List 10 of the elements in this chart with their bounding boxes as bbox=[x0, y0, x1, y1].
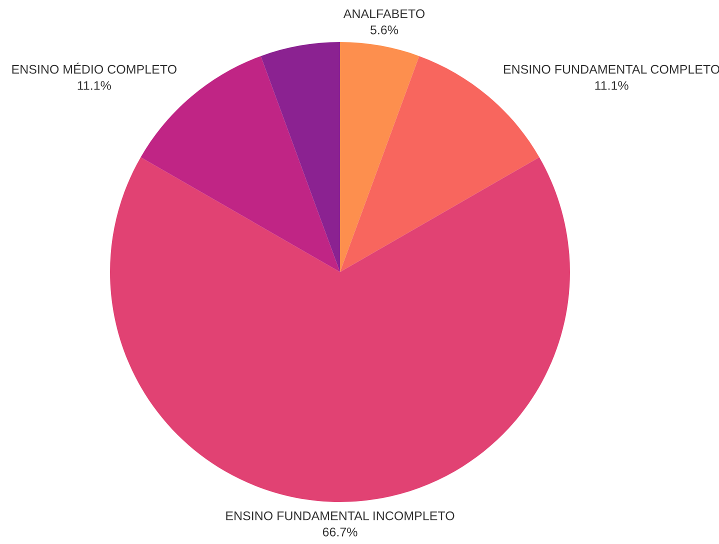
slice-label: ANALFABETO bbox=[343, 9, 425, 18]
pie-slice bbox=[260, 42, 340, 272]
data-label: 66.7% bbox=[322, 528, 358, 536]
data-label: 11.1% bbox=[595, 81, 628, 90]
data-label: 5.6% bbox=[370, 25, 398, 34]
pie-slice bbox=[340, 42, 420, 272]
data-label: 11.1% bbox=[78, 81, 111, 90]
pie-slice bbox=[110, 157, 570, 502]
slice-label: ENSINO MÉDIO COMPLETO bbox=[12, 62, 176, 74]
slice-label: ENSINO FUNDAMENTAL INCOMPLETO bbox=[226, 511, 454, 520]
